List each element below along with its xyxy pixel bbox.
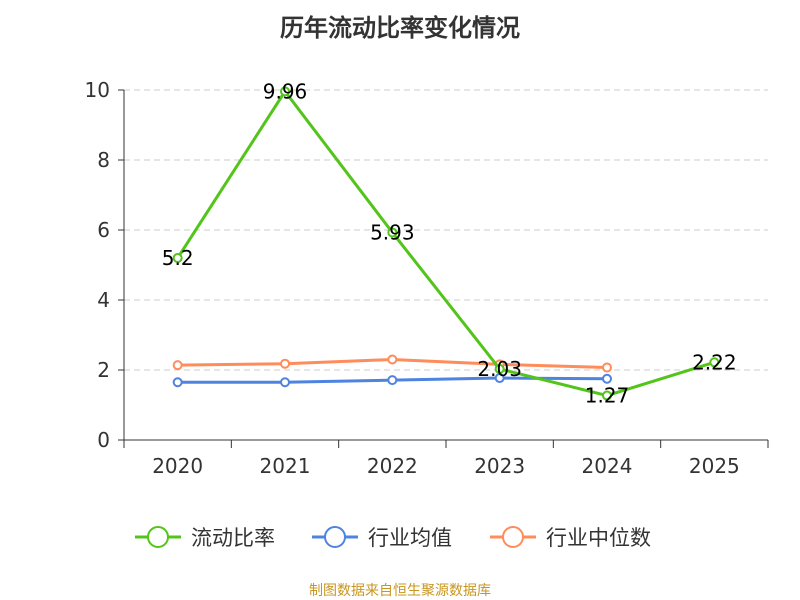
data-point bbox=[494, 363, 505, 374]
legend-marker bbox=[147, 526, 169, 548]
x-tick-label: 2025 bbox=[689, 454, 740, 478]
y-tick-label: 8 bbox=[97, 148, 110, 172]
data-point bbox=[280, 377, 290, 388]
y-tick-label: 10 bbox=[85, 78, 110, 102]
y-tick-label: 4 bbox=[97, 288, 110, 312]
data-point bbox=[709, 357, 720, 368]
data-point bbox=[494, 373, 505, 384]
source-note: 制图数据来自恒生聚源数据库 bbox=[309, 583, 491, 599]
data-point bbox=[387, 375, 398, 386]
data-point bbox=[172, 377, 183, 388]
legend-label: 行业中位数 bbox=[546, 526, 651, 550]
legend-label: 行业均值 bbox=[368, 526, 452, 550]
data-point bbox=[280, 358, 290, 369]
x-tick-label: 2024 bbox=[582, 454, 633, 478]
legend-marker bbox=[324, 526, 346, 548]
data-point bbox=[602, 373, 612, 384]
legend-marker bbox=[502, 526, 524, 548]
data-point bbox=[280, 86, 290, 97]
data-label: 5.93 bbox=[370, 220, 415, 244]
y-tick-label: 0 bbox=[97, 428, 110, 452]
data-point bbox=[387, 354, 398, 365]
x-tick-label: 2023 bbox=[474, 454, 525, 478]
y-tick-label: 6 bbox=[97, 218, 110, 242]
data-label: 1.27 bbox=[585, 384, 630, 408]
data-point bbox=[602, 362, 612, 373]
data-point bbox=[172, 253, 183, 263]
x-tick-label: 2022 bbox=[367, 454, 418, 478]
data-point bbox=[387, 227, 398, 238]
y-tick-label: 2 bbox=[97, 358, 110, 382]
data-label: 2.22 bbox=[692, 350, 737, 374]
x-tick-label: 2021 bbox=[260, 454, 311, 478]
data-point bbox=[602, 390, 612, 401]
chart-title: 历年流动比率变化情况 bbox=[280, 14, 520, 42]
data-label: 5.2 bbox=[162, 246, 194, 270]
data-point bbox=[172, 360, 183, 371]
x-tick-label: 2020 bbox=[152, 454, 203, 478]
legend-label: 流动比率 bbox=[191, 526, 275, 550]
data-label: 9.96 bbox=[263, 79, 308, 103]
data-label: 2.03 bbox=[477, 357, 522, 381]
series-line-0 bbox=[176, 88, 715, 398]
